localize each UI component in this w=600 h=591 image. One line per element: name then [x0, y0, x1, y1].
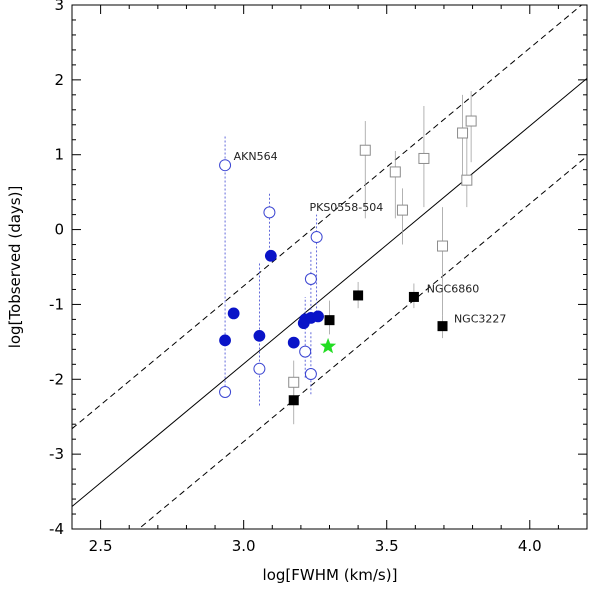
fit-lines: [72, 5, 587, 529]
x-axis-label: log[FWHM (km/s)]: [263, 566, 398, 584]
open-circle-marker: [219, 159, 232, 172]
open-circle-marker: [253, 362, 266, 375]
open-circle-marker: [304, 272, 317, 285]
y-tick-label: -4: [49, 520, 64, 538]
open-square-marker: [418, 152, 430, 164]
annotation-label: AKN564: [234, 150, 278, 163]
fit-line: [72, 77, 587, 507]
annotation-label: PKS0558-504: [309, 201, 383, 214]
annotation-label: NGC3227: [454, 312, 506, 325]
open-circle-marker: [304, 368, 317, 381]
filled-square-marker: [288, 395, 299, 406]
open-square-marker: [389, 166, 401, 178]
filled-square-marker: [324, 315, 335, 326]
plot-frame: [71, 4, 588, 530]
filled-circle-marker: [287, 336, 300, 349]
data-markers: [219, 115, 477, 406]
y-tick-label: -1: [49, 295, 64, 313]
open-square-marker: [461, 174, 473, 186]
filled-circle-marker: [264, 249, 277, 262]
upper-bound-line: [72, 5, 583, 430]
filled-square-marker: [408, 291, 419, 302]
y-tick-label: -3: [49, 445, 64, 463]
open-circle-marker: [299, 345, 312, 358]
open-square-marker: [396, 204, 408, 216]
open-square-marker: [437, 240, 449, 252]
x-tick-label: 2.5: [89, 537, 113, 555]
y-tick-label: 0: [54, 221, 64, 239]
open-circle-marker: [219, 386, 232, 399]
filled-circle-marker: [227, 307, 240, 320]
open-square-marker: [288, 376, 300, 388]
y-tick-label: 2: [54, 71, 64, 89]
annotations: AKN564 PKS0558-504 NGC6860 NGC3227: [234, 150, 507, 325]
open-square-marker: [359, 144, 371, 156]
x-tick-label: 3.0: [232, 537, 256, 555]
x-tick-label: 4.0: [518, 537, 542, 555]
filled-circle-marker: [219, 334, 231, 347]
y-tick-label: 3: [54, 0, 64, 14]
open-circle-marker: [263, 206, 276, 219]
filled-circle-marker: [253, 329, 266, 342]
open-square-marker: [457, 127, 469, 139]
y-tick-label: 1: [54, 146, 64, 164]
x-tick-label: 3.5: [375, 537, 399, 555]
axis-ticks: 2.5 3.0 3.5 4.0 -4 -3 -2 -1 0 1 2 3: [49, 0, 588, 555]
error-bars: [224, 91, 472, 425]
y-axis-label: log[Tobserved (days)]: [6, 186, 24, 349]
star-marker: [319, 337, 337, 354]
annotation-label: NGC6860: [427, 282, 479, 295]
filled-square-marker: [437, 321, 448, 332]
open-square-marker: [465, 115, 477, 127]
lower-bound-line: [137, 155, 587, 529]
open-circle-marker: [310, 231, 323, 244]
filled-circle-marker: [312, 310, 324, 323]
y-tick-label: -2: [49, 370, 64, 388]
filled-square-marker: [353, 290, 364, 301]
